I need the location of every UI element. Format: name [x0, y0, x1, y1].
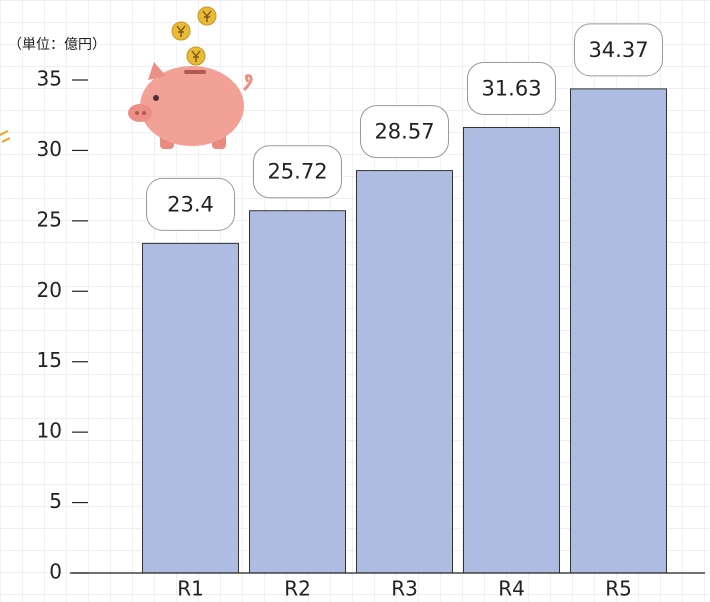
- y-tick-label: 10: [37, 419, 62, 443]
- page: （単位：億円） 0 5 10 15 20 25 30 35 23.4 R1 25.72 R2 28.57…: [0, 0, 710, 602]
- chart: （単位：億円） 0 5 10 15 20 25 30 35 23.4 R1 25.72 R2 28.57…: [0, 0, 710, 602]
- y-tick-label: 30: [37, 137, 62, 161]
- value-label: 25.72: [267, 160, 327, 184]
- y-tick-label: 35: [37, 67, 62, 91]
- x-tick-label: R2: [284, 577, 311, 601]
- bar: [464, 127, 560, 573]
- value-label: 23.4: [167, 192, 214, 216]
- y-tick-label: 20: [37, 278, 62, 302]
- unit-label: （単位：億円）: [8, 37, 106, 53]
- value-label: 31.63: [481, 76, 541, 100]
- bar: [571, 89, 667, 573]
- decor: [0, 131, 10, 142]
- y-tick-label: 15: [37, 348, 62, 372]
- bar: [250, 211, 346, 573]
- y-tick-label: 5: [49, 489, 62, 513]
- y-tick-label: 25: [37, 207, 62, 231]
- y-tick-label: 0: [49, 560, 62, 584]
- x-tick-label: R4: [498, 577, 525, 601]
- value-label: 34.37: [588, 38, 648, 62]
- piggy-bank: [128, 7, 251, 149]
- bar: [357, 171, 453, 573]
- value-label: 28.57: [374, 120, 434, 144]
- x-tick-label: R3: [391, 577, 418, 601]
- x-tick-label: R1: [177, 577, 204, 601]
- bar: [143, 243, 239, 573]
- x-tick-label: R5: [605, 577, 632, 601]
